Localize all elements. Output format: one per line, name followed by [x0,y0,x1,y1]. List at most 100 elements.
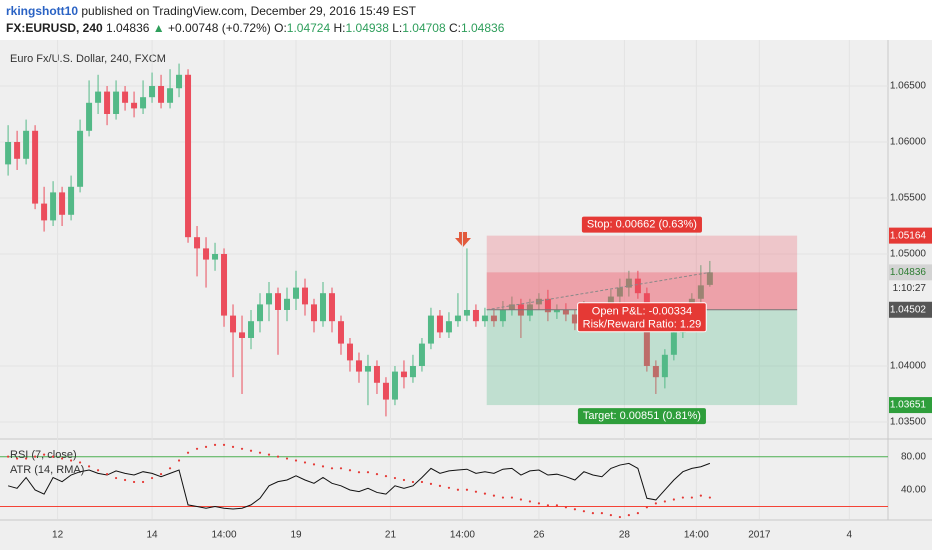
x-tick-label: 19 [290,530,302,541]
candle-body [706,272,713,285]
ohlc-value: 1.04708 [402,21,446,35]
atr-dot [195,447,199,450]
quote-line: FX:EURUSD, 240 1.04836 ▲ +0.00748 (+0.72… [6,20,504,37]
candle-body [535,298,542,305]
atr-dot [627,514,630,517]
atr-dot [474,490,478,493]
atr-dot [321,465,325,468]
atr-dot [528,500,532,503]
target-price: 1.03651 [890,400,927,411]
atr-dot [51,455,55,458]
y-tick-label: 80.00 [901,451,926,462]
candle-body [59,192,66,215]
candle-body [230,315,237,333]
x-tick-label: 21 [385,530,397,541]
atr-dot [348,469,352,472]
y-tick-label: 1.03500 [890,417,927,428]
candle-body [634,278,641,294]
target-label: Target: 0.00851 (0.81%) [583,410,701,422]
atr-dot [123,478,127,482]
candle-body [391,371,398,400]
candle-body [445,321,452,333]
atr-dot [645,506,648,509]
x-tick-label: 26 [533,530,545,541]
publish-line: rkingshott10 published on TradingView.co… [6,3,504,20]
atr-dot [411,480,415,484]
entry-price-bg [889,301,932,318]
atr-dot [600,512,603,515]
pnl-line [486,271,710,311]
atr-dot [456,488,460,491]
candle-body [131,102,138,109]
atr-dot [177,459,181,462]
atr-dot [42,453,46,456]
legend-entry: ATR (14, RMA) [10,464,84,476]
target-price-bg [889,397,932,414]
chart-title: Euro Fx/U.S. Dollar, 240, FXCM [10,53,166,65]
atr-dot [186,451,190,454]
candle-body [472,309,479,322]
candle-body [571,314,578,324]
x-tick-label: 14:00 [684,530,709,541]
x-tick-label: 12 [52,530,64,541]
atr-dot [672,498,675,501]
y-tick-label: 1.05000 [890,249,927,260]
atr-dot [312,463,316,466]
atr-dot [303,461,307,464]
atr-dot [708,496,711,499]
atr-dot [384,475,388,478]
atr-dot [258,451,262,454]
candle-body [616,287,623,297]
candle-body [544,298,551,313]
candle-body [364,365,371,372]
ohlc-label: C: [449,21,461,35]
author: rkingshott10 [6,4,79,18]
atr-dot [510,496,514,499]
candle-body [221,253,228,316]
candle-body [697,285,704,299]
candle-body [14,141,21,159]
atr-dot [546,504,550,507]
atr-dot [105,473,109,476]
atr-dot [330,467,334,470]
candle-body [266,293,273,305]
candle-body [499,309,506,322]
candle-body [149,85,156,98]
candle-body [50,192,57,221]
atr-dot [618,515,621,519]
x-tick-label: 28 [619,530,631,541]
stop-price: 1.05164 [890,230,927,241]
candle-body [257,304,264,322]
x-tick-label: 4 [847,530,853,541]
candle-body [77,130,84,187]
atr-dot [501,496,505,499]
pnl-box [577,302,707,333]
atr-dot [132,480,136,484]
atr-dot [564,506,568,509]
candle-body [275,293,282,310]
atr-dot [78,461,82,464]
ohlc-label: O: [274,21,287,35]
candle-body [301,287,308,305]
candle-body [167,88,174,103]
atr-dot [150,476,154,480]
candle-body [328,293,335,322]
candle-body [553,309,560,313]
candle-body [436,315,443,333]
candle-body [248,321,255,338]
atr-dot [483,492,487,495]
atr-dot [420,480,424,484]
candle-body [319,293,326,322]
atr-dot [582,510,586,513]
y-tick-label: 1.04000 [890,361,927,372]
candle-body [239,332,246,338]
candle-body [158,85,165,103]
candle-body [194,237,201,249]
candle-body [41,203,48,221]
atr-dot [15,457,19,460]
candle-body [409,365,416,378]
x-tick-label: 14:00 [450,530,475,541]
candle-body [104,91,111,114]
